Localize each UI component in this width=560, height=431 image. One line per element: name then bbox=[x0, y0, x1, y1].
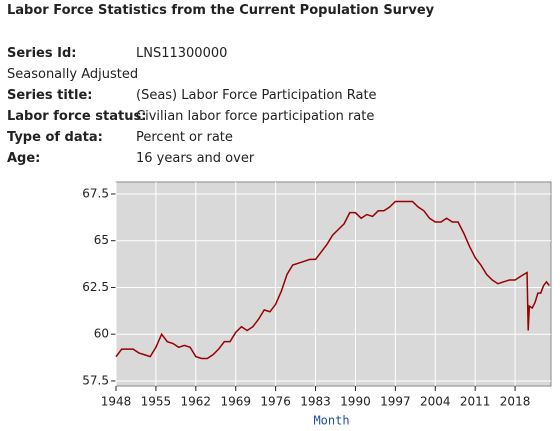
x-tick-label: 2018 bbox=[500, 395, 531, 409]
y-tick-label: 65 bbox=[94, 233, 109, 247]
meta-label: Type of data: bbox=[7, 130, 103, 145]
x-axis-label: Month bbox=[313, 414, 349, 428]
meta-label: Series Id: bbox=[7, 46, 77, 61]
x-tick-label: 1983 bbox=[300, 395, 331, 409]
y-tick-label: 67.5 bbox=[82, 186, 109, 200]
meta-value: Civilian labor force participation rate bbox=[136, 109, 375, 124]
x-tick-label: 2011 bbox=[460, 395, 491, 409]
meta-value: (Seas) Labor Force Participation Rate bbox=[136, 88, 377, 103]
y-tick-label: 62.5 bbox=[82, 280, 109, 294]
data-line bbox=[115, 200, 550, 360]
meta-value: 16 years and over bbox=[136, 151, 255, 166]
y-tick-label: 60 bbox=[94, 327, 109, 341]
x-tick-label: 1997 bbox=[380, 395, 411, 409]
y-tick-label: 57.5 bbox=[82, 373, 109, 387]
meta-note: Seasonally Adjusted bbox=[7, 67, 139, 82]
x-tick-label: 1948 bbox=[101, 395, 132, 409]
x-tick-label: 1969 bbox=[220, 395, 251, 409]
meta-label: Series title: bbox=[7, 88, 93, 103]
x-tick-label: 1976 bbox=[260, 395, 291, 409]
meta-value: Percent or rate bbox=[136, 130, 233, 145]
x-tick-label: 1955 bbox=[141, 395, 172, 409]
plot-background bbox=[115, 181, 552, 387]
meta-label: Age: bbox=[7, 151, 41, 166]
x-tick-label: 1962 bbox=[181, 395, 212, 409]
page-title: Labor Force Statistics from the Current … bbox=[7, 3, 435, 18]
meta-label: Labor force status: bbox=[7, 109, 147, 124]
meta-value: LNS11300000 bbox=[136, 46, 228, 61]
x-tick-label: 2004 bbox=[420, 395, 451, 409]
x-tick-label: 1990 bbox=[340, 395, 371, 409]
